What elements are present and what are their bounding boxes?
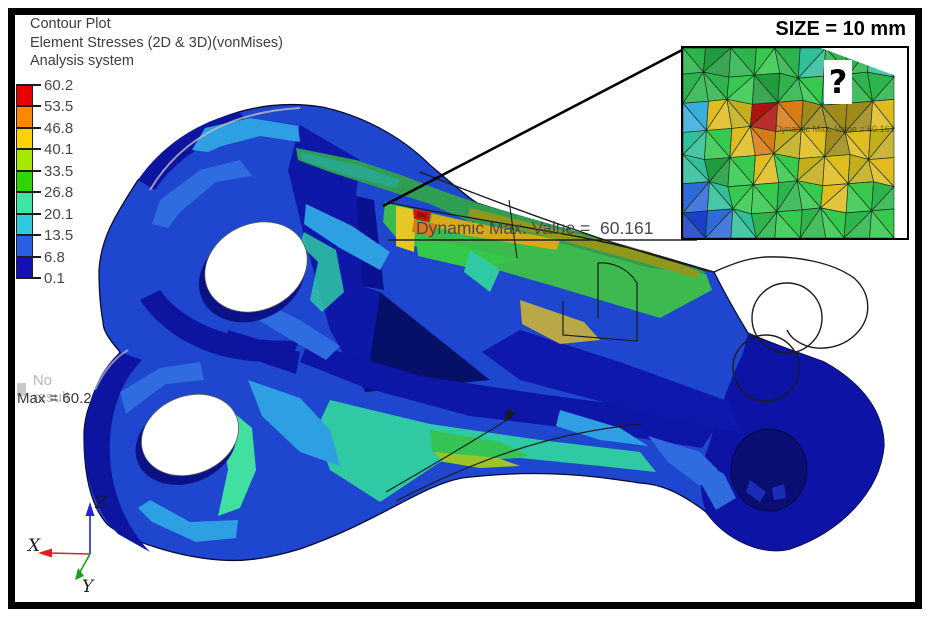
fea-model xyxy=(83,104,885,562)
plot-type-label: Contour Plot xyxy=(30,16,111,32)
wireframe-circle-inner xyxy=(732,334,800,402)
legend-max-label: Max = 60.2 xyxy=(17,390,92,407)
inset-mesh xyxy=(683,48,907,238)
legend-tick-mark xyxy=(17,105,41,108)
legend-band xyxy=(17,106,32,128)
legend-band xyxy=(17,85,32,107)
legend-tick-mark xyxy=(17,234,41,237)
legend-band xyxy=(17,213,32,236)
wireframe-lower-edge xyxy=(389,202,707,272)
legend-tick-label: 53.5 xyxy=(44,98,74,116)
right-pin-hole xyxy=(730,428,808,512)
legend-tick-mark xyxy=(17,169,41,172)
stress-patches xyxy=(120,118,736,542)
legend-tick-label: 6.8 xyxy=(44,248,65,266)
flow-line-2 xyxy=(395,423,643,502)
legend-tick-mark xyxy=(17,277,41,279)
legend-band xyxy=(17,149,32,171)
legend-tick-mark xyxy=(17,84,41,86)
z-axis-label: Z xyxy=(94,493,108,513)
legend-tick-mark xyxy=(17,126,41,129)
legend-band xyxy=(17,235,32,257)
coordinate-triad: Z X Y xyxy=(26,493,108,597)
upper-pin-hole xyxy=(198,221,308,323)
legend-tick-label: 26.8 xyxy=(44,184,74,202)
flow-arrow-line xyxy=(385,416,513,493)
result-header: Contour Plot Element Stresses (2D & 3D)(… xyxy=(30,15,283,71)
legend-tick-label: 33.5 xyxy=(44,162,74,180)
question-mark-label: ? xyxy=(824,60,852,104)
legend-tick-mark xyxy=(17,191,41,194)
flow-arrow-head xyxy=(504,408,516,421)
max-annotation-text: Dynamic Max. Value = 60.161 xyxy=(416,218,654,238)
inset-mesh-element xyxy=(683,212,706,238)
inset-mesh-element xyxy=(730,207,757,238)
y-axis-label: Y xyxy=(82,577,95,597)
inset-mesh-element xyxy=(869,209,895,238)
inset-background-wedge xyxy=(821,48,907,78)
max-annotation: Dynamic Max. Value = 60.161 xyxy=(388,218,697,241)
wireframe-overlay xyxy=(385,171,869,502)
x-axis-arrow xyxy=(38,548,52,558)
wireframe-rib-line xyxy=(508,199,518,259)
no-result-swatch xyxy=(17,382,26,396)
legend-band xyxy=(17,192,32,214)
inset-mesh-element xyxy=(774,211,801,238)
legend-tick-label: 40.1 xyxy=(44,141,74,159)
legend-tick-label: 20.1 xyxy=(44,205,74,223)
lower-pin-hole xyxy=(135,393,240,485)
legend-colorbar xyxy=(16,84,33,279)
y-axis-arrow xyxy=(75,568,84,580)
wireframe-circle-outer xyxy=(751,282,823,354)
z-axis-arrow xyxy=(85,502,95,516)
legend-band xyxy=(17,127,32,150)
legend-tick-label: 60.2 xyxy=(44,77,74,94)
inset-annotation-text: Dynamic Max. Value = 60.161 xyxy=(775,124,895,134)
no-result-label: No result xyxy=(32,372,70,406)
result-type-label: Element Stresses (2D & 3D)(vonMises) xyxy=(30,34,284,51)
legend-no-result: No result xyxy=(17,372,74,406)
wireframe-slot xyxy=(562,262,638,342)
legend-tick-mark xyxy=(17,212,41,215)
legend-band xyxy=(17,170,32,193)
hot-contour-zone xyxy=(296,148,712,344)
legend-tick-mark xyxy=(17,255,41,258)
legend-band xyxy=(17,256,32,278)
magnifier-callout-line xyxy=(382,47,685,208)
inset-mesh-element xyxy=(820,207,845,238)
legend-tick-mark xyxy=(17,148,41,151)
legend-tick-label: 0.1 xyxy=(44,270,65,287)
system-label: Analysis system xyxy=(30,53,134,69)
mesh-size-label: SIZE = 10 mm xyxy=(775,18,906,40)
wireframe-upper-edge xyxy=(419,171,869,349)
legend-tick-label: 13.5 xyxy=(44,227,74,245)
legend-tick-label: 46.8 xyxy=(44,119,74,137)
x-axis-label: X xyxy=(26,536,41,556)
zoom-inset: Dynamic Max. Value = 60.161 ? xyxy=(681,46,909,240)
